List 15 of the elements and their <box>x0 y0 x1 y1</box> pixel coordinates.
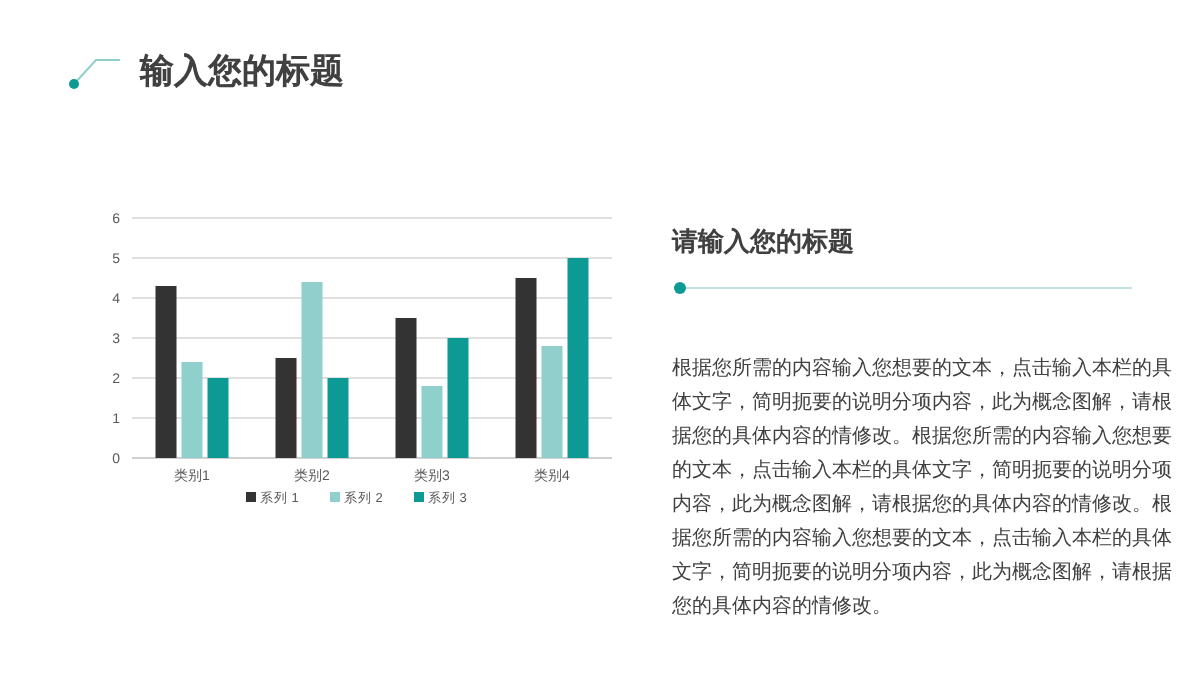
text: 根据您所需的内容输入您想要的文本，点击输入本栏的具体文字，简明扼要的说明分项内容，此为概念图解，请根据您的具体内容的情修改。根据您所需的内容输入您想要的文本，点击输入本栏的具体文字，简明扼要的说明分项内容，此为概念图解，请根据您的具体内容的情修改。根据您所需的内容输入您想要的文本，点击输入本栏的具体文字，简明扼要的说明分项内容，此为概念图解，请根据您的具体内容的情修改。 <box>672 355 1174 622</box>
bar <box>155 286 177 458</box>
bar <box>567 258 589 458</box>
bar <box>327 378 349 458</box>
bar <box>515 278 537 458</box>
bar <box>541 346 563 458</box>
bar <box>395 318 417 458</box>
bar <box>447 338 469 458</box>
chart-title: 输入您的标题 <box>140 50 344 94</box>
bar <box>207 378 229 458</box>
bar <box>181 362 203 458</box>
text: 请输入您的标题 <box>672 224 856 260</box>
bar <box>275 358 297 458</box>
bar <box>301 282 323 458</box>
bar <box>421 386 443 458</box>
